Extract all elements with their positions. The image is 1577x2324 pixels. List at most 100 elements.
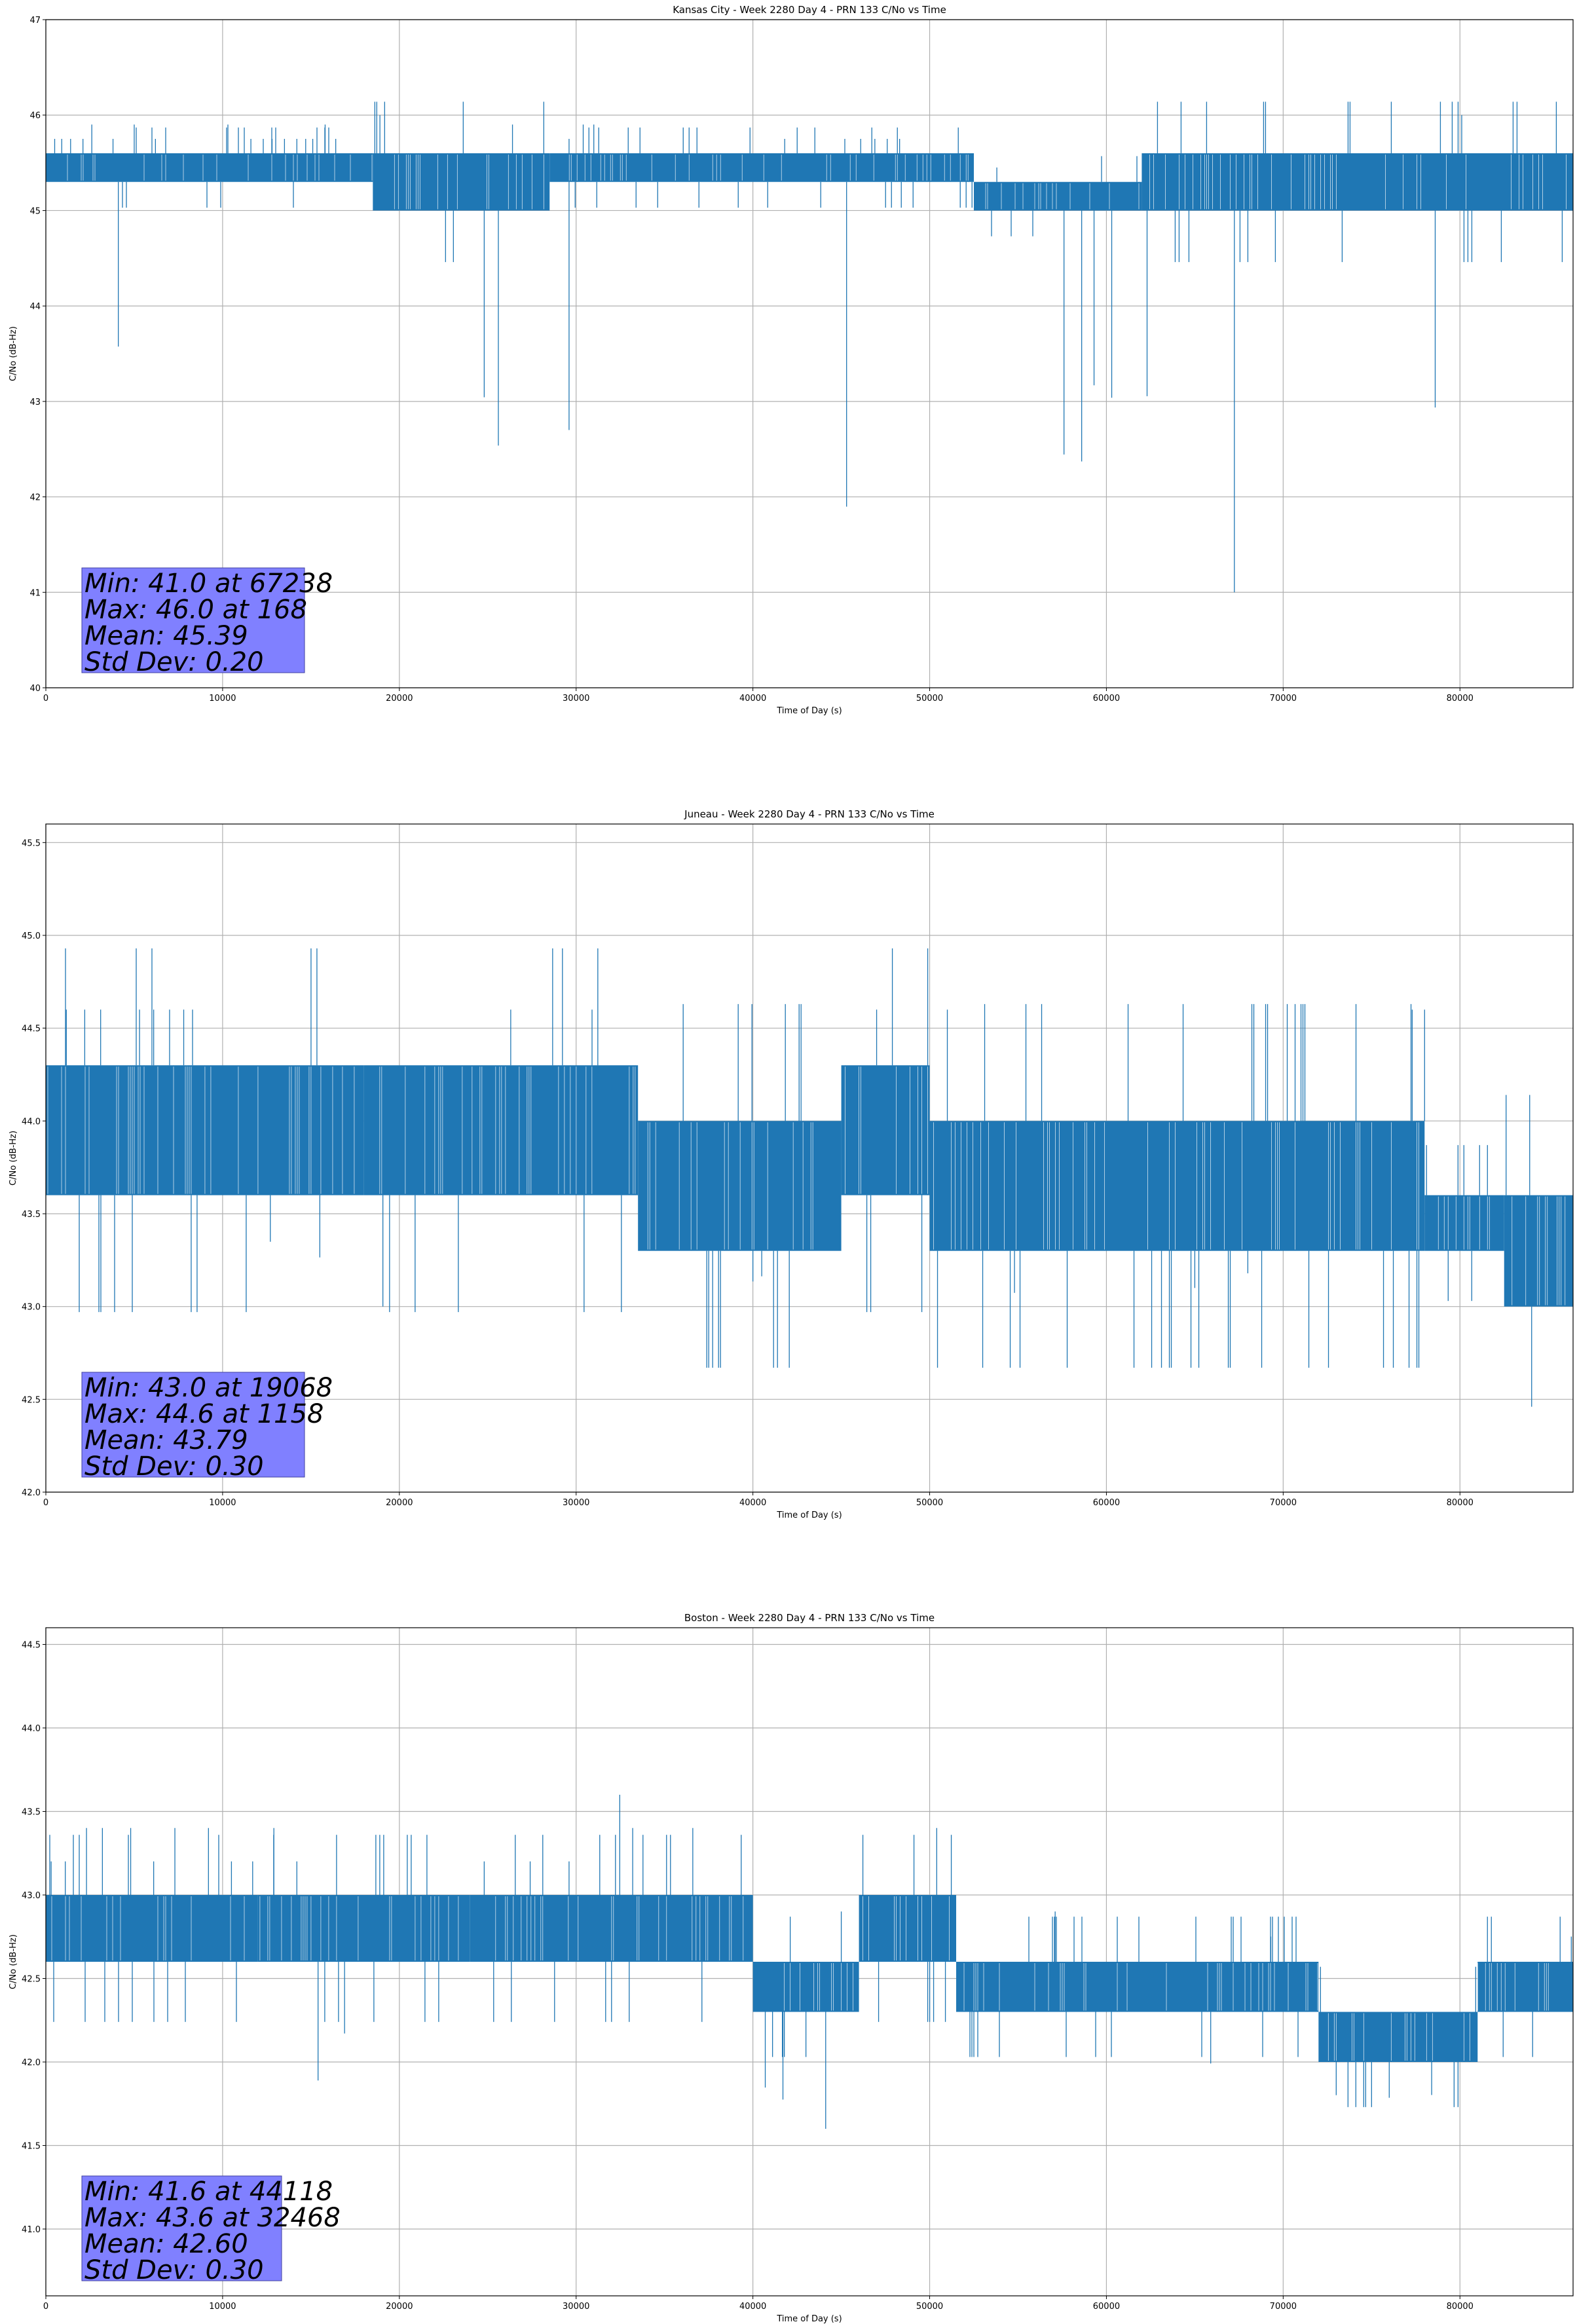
x-axis-label: Time of Day (s)	[776, 1510, 842, 1520]
data-band	[638, 1121, 842, 1251]
y-axis-label: C/No (dB-Hz)	[9, 1131, 18, 1186]
stats-line-4: Std Dev: 0.30	[84, 2255, 264, 2285]
x-tick-label: 60000	[1093, 1498, 1120, 1508]
stats-line-2: Max: 43.6 at 32468	[84, 2203, 341, 2233]
y-tick-label: 41	[29, 588, 41, 598]
x-tick-label: 20000	[386, 1498, 413, 1508]
y-tick-label: 45.5	[22, 838, 41, 848]
data-band	[929, 1121, 1425, 1251]
x-tick-label: 10000	[209, 2302, 236, 2312]
stats-line-1: Min: 41.6 at 44118	[84, 2177, 333, 2207]
x-tick-label: 40000	[739, 2302, 766, 2312]
x-tick-label: 0	[43, 694, 48, 703]
data-band	[46, 1895, 258, 1962]
x-tick-label: 60000	[1093, 694, 1120, 703]
x-tick-label: 70000	[1270, 694, 1297, 703]
x-tick-label: 80000	[1447, 694, 1474, 703]
x-axis-label: Time of Day (s)	[776, 2314, 842, 2324]
y-tick-label: 47	[29, 16, 41, 26]
x-tick-label: 20000	[386, 2302, 413, 2312]
stats-box-background	[81, 2175, 282, 2281]
x-tick-label: 50000	[916, 694, 943, 703]
y-tick-label: 42.5	[22, 1395, 41, 1405]
y-tick-label: 43.5	[22, 1210, 41, 1220]
x-tick-label: 0	[43, 1498, 48, 1508]
y-tick-label: 44	[29, 302, 41, 312]
x-tick-label: 60000	[1093, 2302, 1120, 2312]
data-band	[1477, 1962, 1573, 2012]
chart-title: Kansas City - Week 2280 Day 4 - PRN 133 …	[673, 4, 946, 16]
y-tick-label: 46	[29, 111, 41, 121]
stats-box-background	[81, 567, 305, 673]
data-band	[187, 1065, 364, 1195]
stats-line-3: Mean: 42.60	[84, 2229, 248, 2259]
stats-line-4: Std Dev: 0.30	[84, 1452, 264, 1482]
data-band	[363, 1065, 639, 1195]
data-series	[46, 102, 1573, 593]
chart-panel-1: 0 10000 20000 30000 40000 50000 60000 70000 8000…	[9, 4, 1574, 716]
y-tick-label: 45.0	[22, 931, 41, 941]
x-tick-label: 10000	[209, 1498, 236, 1508]
tick-marks: 0 10000 20000 30000 40000 50000 60000 70000 8000…	[22, 1641, 1474, 2312]
data-series	[46, 948, 1573, 1407]
chart-title: Boston - Week 2280 Day 4 - PRN 133 C/No …	[684, 1612, 935, 1624]
y-axis-label: C/No (dB-Hz)	[9, 326, 18, 381]
y-tick-label: 41.0	[22, 2225, 41, 2235]
y-tick-label: 44.5	[22, 1024, 41, 1034]
chart-panel-3: 0 10000 20000 30000 40000 50000 60000 70000 8000…	[9, 1612, 1574, 2324]
x-tick-label: 50000	[916, 1498, 943, 1508]
chart-panel-2: 0 10000 20000 30000 40000 50000 60000 70000 8000…	[9, 808, 1574, 1520]
x-tick-label: 30000	[563, 2302, 589, 2312]
y-tick-label: 42	[29, 493, 41, 503]
data-band	[1141, 153, 1573, 211]
stats-line-3: Mean: 43.79	[84, 1425, 248, 1455]
x-tick-label: 30000	[563, 1498, 589, 1508]
x-tick-label: 30000	[563, 694, 589, 703]
data-band	[257, 1895, 470, 1962]
x-tick-label: 50000	[916, 2302, 943, 2312]
data-band	[956, 1962, 1319, 2012]
y-tick-label: 44.5	[22, 1641, 41, 1651]
y-tick-label: 40	[29, 684, 41, 694]
data-band	[974, 181, 1142, 211]
y-tick-label: 43.0	[22, 1303, 41, 1313]
y-tick-label: 41.5	[22, 2142, 41, 2152]
stats-box-background	[81, 1372, 305, 1478]
x-tick-label: 70000	[1270, 2302, 1297, 2312]
x-tick-label: 80000	[1447, 1498, 1474, 1508]
y-tick-label: 44.0	[22, 1724, 41, 1734]
axes-frame	[45, 19, 1574, 688]
data-series	[46, 1795, 1573, 2129]
y-tick-label: 44.0	[22, 1117, 41, 1127]
y-axis-label: C/No (dB-Hz)	[9, 1934, 18, 1989]
stats-line-1: Min: 41.0 at 67238	[84, 569, 333, 599]
y-tick-label: 43.5	[22, 1808, 41, 1818]
data-band	[859, 1895, 957, 1962]
stats-line-3: Mean: 45.39	[84, 621, 248, 651]
data-band	[46, 153, 373, 182]
data-band	[841, 1065, 930, 1195]
tick-marks: 0 10000 20000 30000 40000 50000 60000 70000 8000…	[29, 16, 1473, 703]
stats-line-2: Max: 44.6 at 1158	[84, 1399, 324, 1429]
data-band	[1424, 1195, 1504, 1251]
y-tick-label: 42.0	[22, 1488, 41, 1498]
x-tick-label: 40000	[739, 1498, 766, 1508]
x-tick-label: 0	[43, 2302, 48, 2312]
axes-frame	[45, 1627, 1574, 2296]
stats-line-4: Std Dev: 0.20	[84, 647, 264, 677]
data-band	[549, 153, 974, 182]
data-band	[1504, 1195, 1573, 1307]
stats-line-1: Min: 43.0 at 19068	[84, 1373, 333, 1403]
y-tick-label: 42.0	[22, 2058, 41, 2068]
axes-frame	[45, 823, 1574, 1493]
tick-marks: 0 10000 20000 30000 40000 50000 60000 70000 8000…	[22, 838, 1474, 1508]
y-tick-label: 43.0	[22, 1891, 41, 1901]
y-tick-label: 45	[29, 206, 41, 216]
data-band	[752, 1962, 859, 2012]
chart-title: Juneau - Week 2280 Day 4 - PRN 133 C/No …	[684, 808, 935, 820]
x-tick-label: 80000	[1447, 2302, 1474, 2312]
